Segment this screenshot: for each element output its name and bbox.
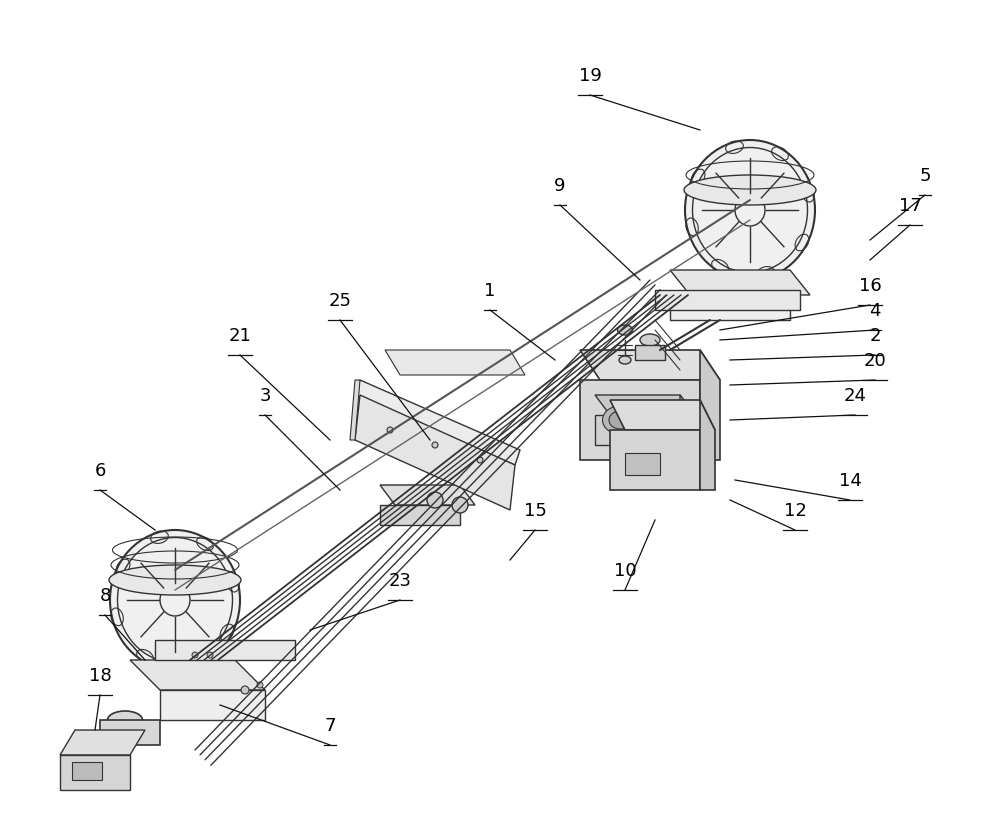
Text: 17: 17	[899, 197, 921, 215]
Polygon shape	[380, 485, 475, 505]
Circle shape	[207, 652, 213, 658]
Polygon shape	[680, 395, 695, 445]
Circle shape	[257, 682, 263, 688]
Text: 16: 16	[859, 277, 881, 295]
Polygon shape	[595, 395, 695, 415]
Polygon shape	[355, 380, 520, 465]
Ellipse shape	[619, 356, 631, 364]
Polygon shape	[580, 350, 720, 380]
Polygon shape	[580, 380, 700, 460]
Bar	[635, 345, 665, 360]
Text: 7: 7	[324, 717, 336, 735]
Polygon shape	[155, 640, 295, 660]
Circle shape	[192, 652, 198, 658]
Text: 3: 3	[259, 387, 271, 405]
Ellipse shape	[640, 334, 660, 346]
Ellipse shape	[609, 411, 631, 429]
Bar	[100, 720, 160, 745]
Bar	[625, 453, 660, 475]
Text: 15: 15	[524, 502, 546, 520]
Polygon shape	[700, 350, 720, 460]
Text: 20: 20	[864, 352, 886, 370]
Circle shape	[427, 492, 443, 508]
Ellipse shape	[602, 406, 638, 434]
Text: 18: 18	[89, 667, 111, 685]
Text: 12: 12	[784, 502, 806, 520]
Polygon shape	[670, 295, 790, 320]
Polygon shape	[595, 415, 680, 445]
Ellipse shape	[108, 711, 143, 729]
Ellipse shape	[618, 325, 633, 335]
Bar	[72, 762, 102, 780]
Text: 14: 14	[839, 472, 861, 490]
Polygon shape	[130, 660, 265, 690]
Polygon shape	[60, 755, 130, 760]
Polygon shape	[670, 270, 810, 295]
Ellipse shape	[110, 530, 240, 670]
Text: 23: 23	[389, 572, 412, 590]
Ellipse shape	[685, 140, 815, 280]
Polygon shape	[60, 730, 145, 755]
Polygon shape	[355, 395, 515, 510]
Text: 5: 5	[919, 167, 931, 185]
Polygon shape	[350, 380, 360, 440]
Polygon shape	[610, 430, 700, 490]
Polygon shape	[385, 350, 525, 375]
Circle shape	[452, 497, 468, 513]
Polygon shape	[700, 400, 715, 490]
Text: 1: 1	[484, 282, 496, 300]
Polygon shape	[60, 755, 130, 790]
Text: 2: 2	[869, 327, 881, 345]
Ellipse shape	[109, 565, 241, 595]
Polygon shape	[160, 690, 265, 720]
Text: 24: 24	[844, 387, 866, 405]
Text: 25: 25	[329, 292, 352, 310]
Text: 8: 8	[99, 587, 111, 605]
Ellipse shape	[684, 175, 816, 205]
Polygon shape	[380, 505, 460, 525]
Polygon shape	[610, 400, 715, 430]
Circle shape	[432, 442, 438, 448]
Text: 4: 4	[869, 302, 881, 320]
Polygon shape	[655, 290, 800, 310]
Text: 10: 10	[614, 562, 636, 580]
Text: 19: 19	[579, 67, 601, 85]
Circle shape	[477, 457, 483, 463]
Circle shape	[241, 686, 249, 694]
Text: 21: 21	[229, 327, 251, 345]
Text: 6: 6	[94, 462, 106, 480]
Text: 9: 9	[554, 177, 566, 195]
Circle shape	[387, 427, 393, 433]
